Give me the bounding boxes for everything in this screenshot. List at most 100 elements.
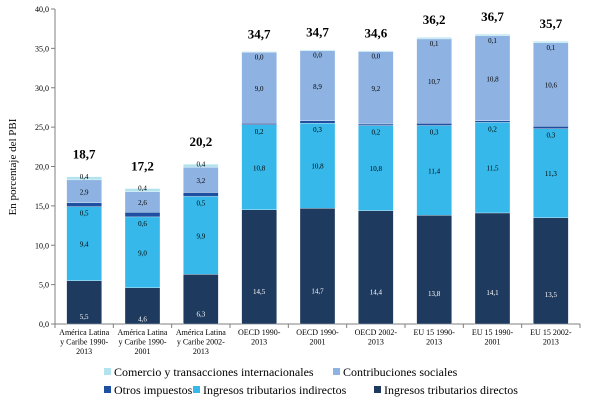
bar-segment	[299, 49, 336, 51]
x-category-label-line: 2013	[76, 347, 92, 356]
segment-value-label: 0,5	[196, 199, 205, 207]
bar-segment	[533, 126, 569, 129]
segment-value-label: 10,6	[545, 82, 558, 90]
x-category-label-line: 2001	[135, 347, 151, 356]
x-category-label-line: y Caribe 1990-	[119, 338, 167, 347]
bars	[66, 34, 569, 325]
bar-segment	[124, 287, 161, 325]
legend-entry-label: Ingresos tributarios indirectos	[203, 383, 347, 397]
bar-segment	[241, 209, 277, 325]
bar-segment	[358, 210, 394, 325]
x-category-label: América Latina y Caribe 2002-2013	[176, 328, 226, 356]
legend: Comercio y transacciones internacionales…	[104, 365, 518, 397]
bar-segment	[66, 280, 102, 325]
bar-total-label: 34,7	[248, 26, 271, 41]
y-tick-label: 35,0	[35, 44, 49, 53]
segment-value-label: 0,3	[546, 132, 555, 140]
bar-segment	[533, 41, 569, 44]
bar-segment	[416, 125, 452, 216]
bar-segment	[474, 212, 511, 325]
segment-value-label: 8,9	[313, 83, 322, 91]
x-category-label-line: 2013	[426, 338, 442, 347]
segment-value-label: 11,5	[487, 165, 499, 173]
y-tick-label: 20,0	[35, 163, 49, 172]
segment-value-label: 2,9	[80, 188, 89, 196]
segment-value-label: 0,2	[488, 125, 497, 133]
segment-value-label: 10,8	[253, 164, 266, 172]
legend-entry-label: Comercio y transacciones internacionales	[114, 365, 314, 379]
bar-segment	[533, 42, 569, 127]
bar-segment	[358, 123, 394, 126]
segment-value-label: 2,6	[138, 199, 147, 207]
bar-segment	[474, 122, 511, 214]
bar-segment	[241, 51, 277, 53]
segment-value-label: 6,3	[196, 311, 205, 319]
segment-value-label: 10,8	[486, 75, 499, 83]
x-category-label-line: 2001	[485, 338, 501, 347]
segment-value-label: 0,6	[138, 220, 147, 228]
axes: 0,0 5,0 10,0 15,0 20,0 25,0 30,0 35,0 40,0 Améric…	[35, 5, 581, 356]
x-category-label-line: EU 15 1990-	[472, 328, 514, 337]
segment-value-label: 14,5	[253, 288, 266, 296]
legend-entry-label: Ingresos tributarios directos	[384, 383, 518, 397]
segment-value-label: 14,7	[311, 287, 324, 295]
bar-segment	[358, 125, 394, 211]
x-category-label-line: 2001	[310, 338, 326, 347]
data-labels: 5,5 9,4 0,5 2,9 0,4 18,7 4,6 9,0 0,6 2,6 0,4 17,2 6,…	[73, 9, 563, 323]
x-category-label: OECD 1990-2001	[296, 328, 339, 347]
x-category-label-line: OECD 1990-	[238, 328, 281, 337]
bar-segment	[299, 50, 336, 121]
bar-total-label: 20,2	[189, 134, 212, 149]
bar-segment	[66, 202, 102, 207]
bar-segment	[416, 123, 452, 126]
x-category-label-line: y Caribe 2002-	[177, 338, 225, 347]
segment-value-label: 0,3	[313, 126, 322, 134]
x-category-label: América Latina y Caribe 1990-2013	[59, 328, 109, 356]
segment-value-label: 14,4	[370, 288, 383, 296]
bar-segment	[416, 215, 452, 325]
segment-value-label: 0,1	[546, 44, 555, 52]
bar-total-label: 35,7	[539, 16, 562, 31]
legend-swatch	[374, 386, 381, 393]
y-tick-label: 10,0	[35, 241, 49, 250]
bar-segment	[299, 208, 336, 325]
bar-total-label: 34,6	[364, 26, 387, 41]
bar-total-label: 17,2	[131, 159, 154, 174]
legend-entry-label: Contribuciones sociales	[343, 365, 458, 379]
bar-segment	[358, 50, 394, 52]
bar-segment	[474, 120, 511, 123]
segment-value-label: 0,5	[80, 210, 89, 218]
x-category-label: EU 15 1990-2013	[414, 328, 456, 347]
segment-value-label: 10,8	[311, 163, 324, 171]
segment-value-label: 0,2	[255, 128, 264, 136]
x-category-label-line: OECD 1990-	[296, 328, 339, 337]
bar-total-label: 34,7	[306, 25, 329, 40]
segment-value-label: 0,0	[371, 53, 380, 61]
segment-value-label: 0,2	[371, 129, 380, 137]
segment-value-label: 9,0	[138, 249, 147, 257]
bar-segment	[66, 206, 102, 281]
bar-segment	[299, 123, 336, 209]
bar-segment	[474, 35, 511, 121]
segment-value-label: 13,8	[428, 290, 441, 298]
x-category-label: OECD 2002-2013	[355, 328, 398, 347]
bar-total-label: 36,7	[481, 9, 504, 24]
x-category-label-line: América Latina	[176, 328, 226, 337]
bar-segment	[183, 196, 219, 275]
bar-segment	[474, 34, 511, 36]
bar-segment	[183, 163, 219, 168]
bar-segment	[533, 128, 569, 218]
bar-segment	[533, 217, 569, 325]
segment-value-label: 11,3	[545, 170, 557, 178]
y-axis-label: En porcentaje del PBI	[7, 118, 19, 215]
segment-value-label: 9,0	[255, 85, 264, 93]
x-category-label-line: EU 15 2002-	[530, 328, 572, 337]
x-category-label-line: América Latina	[59, 328, 109, 337]
bar-segment	[124, 188, 161, 192]
segment-value-label: 10,7	[428, 78, 441, 86]
bar-segment	[124, 212, 161, 218]
y-tick-label: 0,0	[39, 320, 49, 329]
legend-swatch	[333, 368, 340, 375]
y-tick-label: 5,0	[39, 281, 49, 290]
bar-segment	[183, 167, 219, 193]
